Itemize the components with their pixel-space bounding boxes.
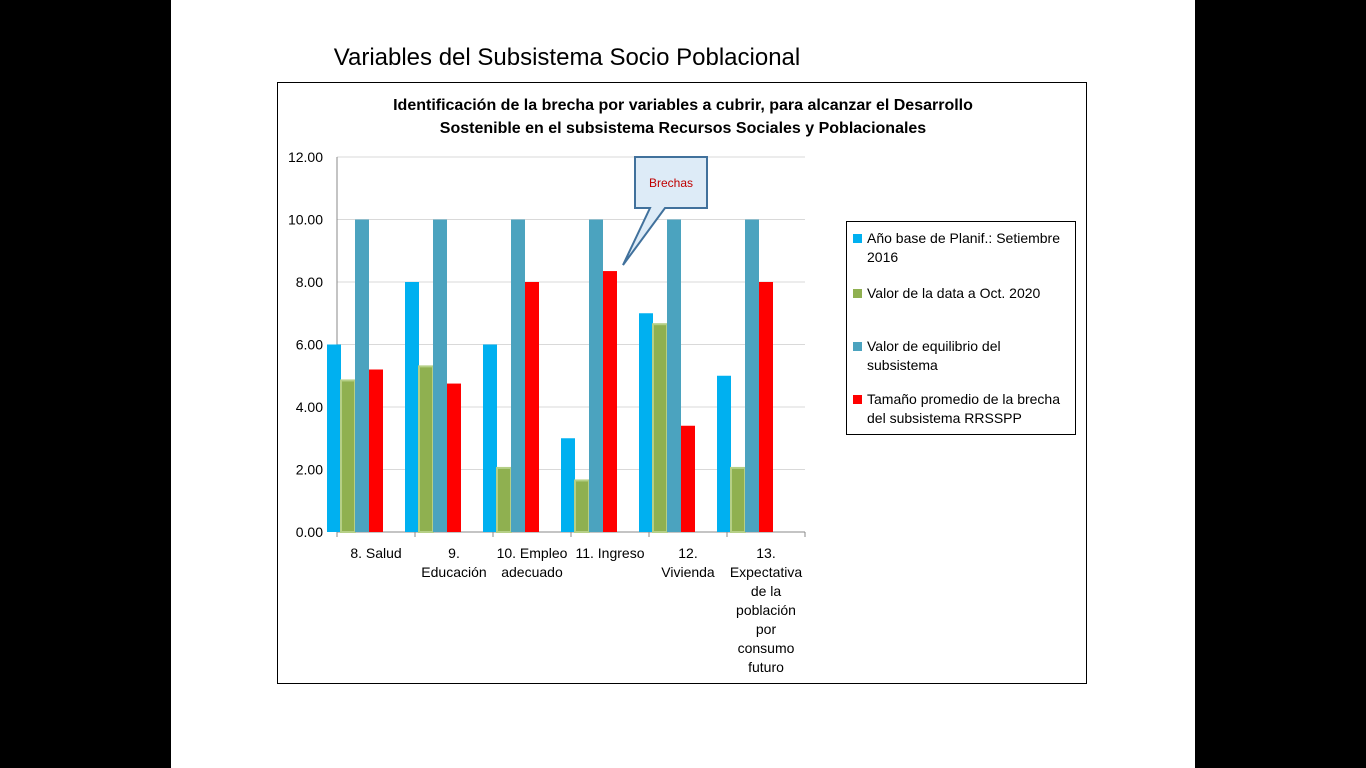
annotation-label: Brechas <box>649 176 693 190</box>
legend-swatch <box>853 234 862 243</box>
y-tick-label: 10.00 <box>288 212 323 228</box>
slide-title: Variables del Subsistema Socio Poblacion… <box>333 44 801 71</box>
bar-3 <box>589 219 603 532</box>
y-tick-label: 4.00 <box>296 399 323 415</box>
legend-swatch <box>853 289 862 298</box>
legend-label: Valor de equilibrio del <box>867 338 1001 354</box>
bar-4 <box>681 425 695 532</box>
x-category-label: Expectativa <box>730 564 803 580</box>
annotation-callout <box>622 156 708 266</box>
x-category-label: 8. Salud <box>350 545 401 561</box>
bar-2 <box>652 323 668 533</box>
legend-label: del subsistema RRSSPP <box>867 410 1022 426</box>
x-category-label: Educación <box>421 564 486 580</box>
bar-1 <box>327 344 341 532</box>
legend-label: Valor de la data a Oct. 2020 <box>867 285 1041 301</box>
x-category-label: 9. <box>448 545 460 561</box>
x-category-label: 11. Ingreso <box>575 545 644 561</box>
legend-swatch <box>853 342 862 351</box>
bar-4 <box>603 271 617 532</box>
bar-1 <box>717 375 731 532</box>
bar-2 <box>340 379 356 533</box>
legend-item: Año base de Planif.: Setiembre 2016 <box>853 229 1073 267</box>
legend-label: subsistema <box>867 357 938 373</box>
bar-4 <box>759 282 773 532</box>
bar-2 <box>496 466 512 533</box>
bar-1 <box>405 282 419 532</box>
y-tick-label: 12.00 <box>288 149 323 165</box>
y-tick-label: 0.00 <box>296 524 323 540</box>
bar-3 <box>667 219 681 532</box>
bar-2 <box>730 466 746 533</box>
bar-1 <box>561 438 575 532</box>
bar-3 <box>511 219 525 532</box>
legend-label: 2016 <box>867 249 899 265</box>
bar-4 <box>447 383 461 532</box>
bar-3 <box>745 219 759 532</box>
x-category-label: población <box>736 602 796 618</box>
y-tick-label: 6.00 <box>296 337 323 353</box>
legend-item: Valor de la data a Oct. 2020 <box>853 284 1073 303</box>
x-category-label: por <box>756 621 777 637</box>
x-category-label: 12. <box>678 545 697 561</box>
legend-label: Año base de Planif.: Setiembre <box>867 230 1061 246</box>
legend-swatch <box>853 395 862 404</box>
bar-1 <box>483 344 497 532</box>
chart-title-line: Sostenible en el subsistema Recursos Soc… <box>440 120 927 137</box>
x-category-label: de la <box>751 583 782 599</box>
bar-3 <box>433 219 447 532</box>
y-tick-label: 8.00 <box>296 274 323 290</box>
x-category-label: futuro <box>748 659 784 675</box>
x-category-label: adecuado <box>501 564 563 580</box>
bar-2 <box>418 365 434 533</box>
x-category-label: consumo <box>738 640 795 656</box>
x-category-label: 10. Empleo <box>497 545 568 561</box>
x-category-label: Vivienda <box>661 564 715 580</box>
legend-item: Tamaño promedio de la brecha del subsiste… <box>853 390 1073 428</box>
bar-2 <box>574 479 590 533</box>
y-tick-label: 2.00 <box>296 462 323 478</box>
bar-4 <box>525 282 539 532</box>
legend-label: Tamaño promedio de la brecha <box>867 391 1061 407</box>
bar-4 <box>369 369 383 532</box>
chart-legend: Año base de Planif.: Setiembre 2016 Valor … <box>846 221 1076 435</box>
bar-3 <box>355 219 369 532</box>
x-category-label: 13. <box>756 545 775 561</box>
chart-title-line: Identificación de la brecha por variable… <box>393 97 973 114</box>
legend-item: Valor de equilibrio del subsistema <box>853 337 1073 375</box>
bar-1 <box>639 313 653 532</box>
